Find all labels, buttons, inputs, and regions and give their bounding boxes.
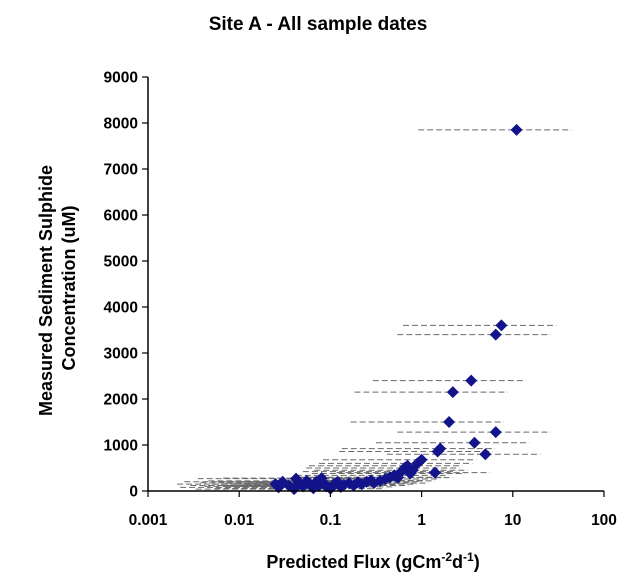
data-point: [468, 436, 481, 449]
y-tick-label: 9000: [104, 70, 138, 87]
error-bars: [177, 129, 572, 490]
x-tick-label: 0.1: [320, 512, 342, 529]
data-point: [489, 426, 502, 439]
y-axis-label-line-1: Measured Sediment Sulphide: [36, 165, 56, 416]
data-point: [510, 123, 523, 136]
y-tick-label: 4000: [104, 300, 138, 317]
data-point: [434, 442, 447, 455]
y-tick-label: 2000: [104, 392, 138, 409]
x-tick-label: 1: [417, 512, 426, 529]
y-tick-label: 3000: [104, 346, 138, 363]
y-tick-label: 1000: [104, 438, 138, 455]
x-axis-label: Predicted Flux (gCm-2d-1): [266, 550, 479, 572]
y-tick-label: 5000: [104, 254, 138, 271]
data-point: [446, 386, 459, 399]
y-axis-label: Measured Sediment Sulphide Concentration…: [36, 160, 79, 416]
data-point: [443, 416, 456, 428]
data-point: [465, 374, 478, 387]
x-axis-label-part-3: ): [474, 552, 480, 572]
x-axis-label-part-2: d: [452, 552, 463, 572]
axes: 0 1000 2000 3000 4000 5000 6000 7000 8000 9000 0.0…: [104, 70, 617, 530]
y-tick-label: 6000: [104, 208, 138, 225]
x-axis-label-part-1: Predicted Flux (gCm: [266, 552, 441, 572]
chart-title: Site A - All sample dates: [209, 14, 428, 35]
data-point: [479, 448, 492, 461]
data-point: [415, 453, 428, 466]
x-tick-label: 100: [591, 512, 617, 529]
data-points: [269, 123, 523, 496]
y-tick-label: 0: [129, 484, 138, 501]
x-axis-label-superscript-2: -1: [463, 550, 474, 564]
x-tick-label: 0.01: [224, 512, 255, 529]
y-tick-label: 7000: [104, 162, 138, 179]
x-tick-label: 0.001: [129, 512, 168, 529]
data-point: [428, 466, 441, 479]
data-point: [495, 319, 508, 332]
y-axis-label-line-2: Concentration (uM): [59, 206, 79, 371]
x-tick-label: 10: [504, 512, 521, 529]
y-tick-label: 8000: [104, 116, 138, 133]
data-point: [489, 328, 502, 341]
x-axis-label-superscript-1: -2: [441, 550, 452, 564]
